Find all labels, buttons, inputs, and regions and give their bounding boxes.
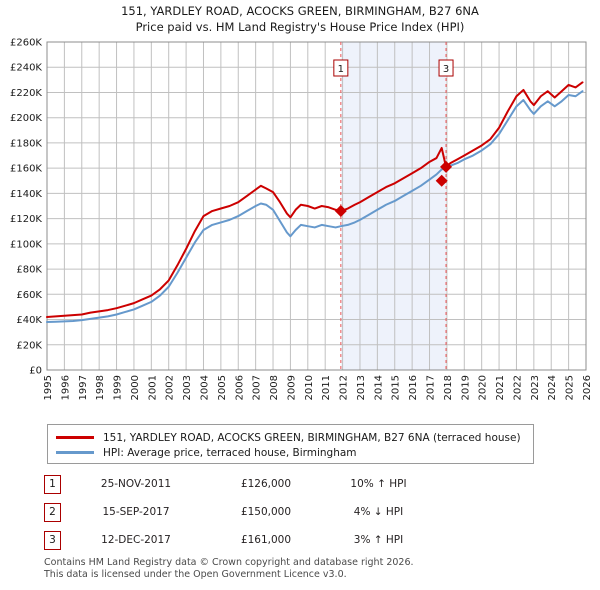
legend-swatch-hpi [56, 451, 94, 454]
property-price-line [46, 81, 584, 319]
highlight-band [340, 42, 447, 370]
x-axis-tick-label: 1998 [95, 375, 106, 400]
transaction-date-3: 12-DEC-2017 [101, 534, 171, 546]
x-axis-tick-label: 2006 [234, 375, 245, 400]
x-axis-tick-label: 2005 [217, 375, 228, 400]
chart-legend: 151, YARDLEY ROAD, ACOCKS GREEN, BIRMING… [47, 424, 534, 464]
x-axis-tick-label: 2010 [304, 375, 315, 400]
y-axis-tick-label: £100K [10, 239, 42, 250]
table-row: 1 25-NOV-2011 £126,000 10% ↑ HPI [44, 470, 564, 498]
x-axis-tick-label: 1997 [78, 375, 89, 400]
legend-item-hpi: HPI: Average price, terraced house, Birm… [56, 445, 525, 460]
x-axis-tick-label: 2022 [512, 375, 523, 400]
y-axis-tick-label: £160K [10, 164, 42, 175]
footer-line-1: Contains HM Land Registry data © Crown c… [44, 557, 414, 568]
title-line-2: Price paid vs. HM Land Registry's House … [135, 20, 465, 34]
x-axis-tick-label: 2011 [321, 375, 332, 400]
y-axis-tick-label: £220K [10, 88, 42, 99]
y-axis-tick-label: £0 [29, 366, 42, 377]
chart-title: 151, YARDLEY ROAD, ACOCKS GREEN, BIRMING… [0, 3, 600, 35]
y-axis-tick-label: £260K [10, 38, 42, 49]
x-axis-tick-label: 2003 [182, 375, 193, 400]
legend-label-hpi: HPI: Average price, terraced house, Birm… [103, 446, 357, 459]
y-axis-tick-label: £120K [10, 214, 42, 225]
x-axis-tick-label: 1999 [113, 375, 124, 400]
transaction-price-3: £161,000 [240, 534, 292, 546]
y-axis-tick-label: £20K [16, 340, 42, 351]
legend-label-property: 151, YARDLEY ROAD, ACOCKS GREEN, BIRMING… [103, 431, 521, 444]
transaction-price-1: £126,000 [240, 478, 292, 490]
title-line-1: 151, YARDLEY ROAD, ACOCKS GREEN, BIRMING… [121, 4, 479, 18]
x-axis-tick-label: 2024 [547, 375, 558, 400]
y-axis-tick-label: £40K [16, 315, 42, 326]
event-label-number-3: 3 [443, 64, 449, 75]
x-axis-tick-label: 2014 [373, 375, 384, 400]
x-axis-tick-label: 2015 [391, 375, 402, 400]
x-axis-tick-label: 2016 [408, 375, 419, 400]
x-axis-tick-label: 2001 [147, 375, 158, 400]
transaction-badge-1: 1 [44, 474, 61, 494]
x-axis-tick-label: 2017 [426, 375, 437, 400]
footer-line-2: This data is licensed under the Open Gov… [44, 568, 347, 580]
transaction-date-2: 15-SEP-2017 [102, 506, 170, 518]
x-axis-tick-label: 2020 [478, 375, 489, 400]
x-axis-tick-label: 2008 [269, 375, 280, 400]
event-label-number-1: 1 [338, 64, 344, 75]
y-axis-tick-label: £140K [10, 189, 42, 200]
x-axis-tick-label: 2023 [530, 375, 541, 400]
x-axis-tick-label: 2025 [565, 375, 576, 400]
legend-swatch-property [56, 436, 94, 439]
x-axis-tick-label: 2004 [199, 375, 210, 400]
y-axis-tick-label: £60K [16, 290, 42, 301]
transaction-date-1: 25-NOV-2011 [100, 478, 172, 490]
legend-item-property: 151, YARDLEY ROAD, ACOCKS GREEN, BIRMING… [56, 430, 525, 445]
x-axis-tick-label: 2012 [339, 375, 350, 400]
transaction-point-marker-1 [334, 205, 347, 218]
event-label-box-3 [438, 59, 454, 77]
x-axis-tick-label: 1995 [43, 375, 54, 400]
transaction-badge-2: 2 [44, 502, 61, 522]
transaction-badge-3: 3 [44, 530, 61, 550]
transaction-point-marker-3 [440, 160, 453, 173]
event-label-box-1 [333, 59, 349, 77]
plot-area: £0 £20K £40K £60K £80K £100K £120K £140K £160K £1… [10, 38, 593, 401]
y-axis-tick-label: £180K [10, 138, 42, 149]
x-axis-tick-label: 2013 [356, 375, 367, 400]
transactions-table: 1 25-NOV-2011 £126,000 10% ↑ HPI 2 15-SE… [44, 470, 564, 554]
plot-frame [46, 41, 587, 371]
table-row: 2 15-SEP-2017 £150,000 4% ↓ HPI [44, 498, 564, 526]
x-axis-tick-label: 2018 [443, 375, 454, 400]
chart-footer: Contains HM Land Registry data © Crown c… [44, 557, 584, 580]
y-axis-tick-label: £80K [16, 265, 42, 276]
transaction-delta-3: 3% ↑ HPI [353, 534, 404, 546]
transaction-delta-1: 10% ↑ HPI [350, 478, 407, 490]
x-axis-tick-label: 2000 [130, 375, 141, 400]
x-axis-tick-label: 2009 [286, 375, 297, 400]
transaction-delta-2: 4% ↓ HPI [353, 506, 404, 518]
x-axis-tick-label: 2019 [460, 375, 471, 400]
x-axis-tick-label: 2026 [582, 375, 593, 400]
y-axis-tick-label: £240K [10, 63, 42, 74]
transaction-price-2: £150,000 [240, 506, 292, 518]
y-axis-tick-label: £200K [10, 113, 42, 124]
x-axis-tick-label: 2021 [495, 375, 506, 400]
x-axis-tick-label: 2002 [165, 375, 176, 400]
table-row: 3 12-DEC-2017 £161,000 3% ↑ HPI [44, 526, 564, 554]
x-axis-tick-label: 2007 [252, 375, 263, 400]
hpi-price-line [46, 90, 584, 324]
x-axis-tick-label: 1996 [60, 375, 71, 400]
transaction-point-marker-2 [435, 174, 448, 187]
